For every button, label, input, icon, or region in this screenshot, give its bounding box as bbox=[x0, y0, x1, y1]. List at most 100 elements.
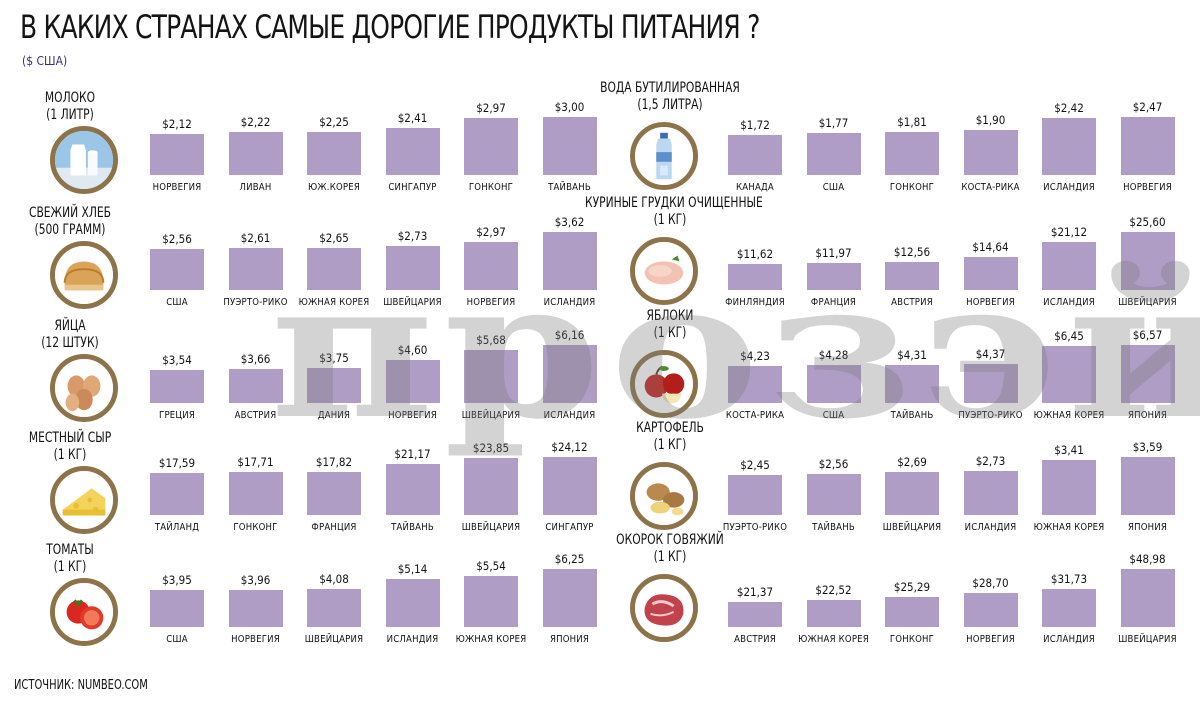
category-label: ГРЕЦИЯ bbox=[159, 410, 195, 421]
product-unit: (12 ШТУК) bbox=[41, 335, 99, 351]
chart-panel: КУРИНЫЕ ГРУДКИ ОЧИЩЕННЫЕ (1 КГ) $11,62 ФИНЛ… bbox=[585, 195, 1200, 313]
product-label: МЕСТНЫЙ СЫР (1 КГ) bbox=[0, 430, 150, 464]
bar-value-label: $2,42 bbox=[1054, 101, 1084, 116]
category-label: ЯПОНИЯ bbox=[1127, 522, 1168, 533]
bar-value-label: $3,00 bbox=[554, 100, 585, 114]
bar bbox=[885, 364, 939, 403]
product-unit: (1,5 ЛИТРА) bbox=[637, 97, 703, 113]
bar-value-label: $2,65 bbox=[319, 230, 349, 245]
bar-value-label: $12,56 bbox=[893, 244, 931, 259]
category-label: ЮЖНАЯ КОРЕЯ bbox=[455, 634, 527, 645]
bar bbox=[228, 132, 283, 175]
category-label: США bbox=[166, 297, 188, 308]
product-name: ОКОРОК ГОВЯЖИЙ bbox=[616, 532, 724, 548]
category-label: НОРВЕГИЯ bbox=[466, 297, 516, 308]
category-label: СИНГАПУР bbox=[545, 522, 594, 533]
bar-value-label: $6,45 bbox=[1054, 329, 1084, 344]
category-label: ФРАНЦИЯ bbox=[311, 522, 357, 533]
bar-value-label: $2,69 bbox=[897, 454, 927, 469]
category-label: АВСТРИЯ bbox=[234, 410, 277, 421]
category-label: ТАЙВАНЬ bbox=[812, 522, 855, 533]
bar bbox=[1042, 589, 1096, 627]
bar bbox=[150, 134, 204, 175]
category-label: ЮЖНАЯ КОРЕЯ bbox=[298, 297, 370, 308]
bar-value-label: $2,22 bbox=[240, 115, 271, 130]
category-label: ШВЕЙЦАРИЯ bbox=[882, 522, 942, 533]
bar bbox=[307, 131, 361, 175]
tomatoes-icon bbox=[50, 578, 118, 646]
category-label: США bbox=[822, 182, 845, 193]
bar bbox=[464, 242, 518, 290]
bar-value-label: $24,12 bbox=[551, 440, 588, 454]
bar bbox=[464, 575, 518, 627]
bar-value-label: $3,75 bbox=[319, 350, 349, 365]
category-label: ГОНКОНГ bbox=[889, 634, 935, 645]
chicken-breast-icon bbox=[630, 237, 698, 305]
bar-value-label: $1,90 bbox=[975, 113, 1006, 128]
bar-value-label: $3,54 bbox=[162, 352, 192, 367]
bar bbox=[1120, 117, 1175, 175]
product-unit: (1 КГ) bbox=[653, 325, 687, 341]
bar-value-label: $3,59 bbox=[1132, 440, 1163, 454]
bar bbox=[885, 132, 939, 175]
category-label: ПУЭРТО-РИКО bbox=[223, 297, 288, 308]
category-label: ЮЖНАЯ КОРЕЯ bbox=[798, 634, 869, 645]
category-label: ИСЛАНДИЯ bbox=[386, 634, 439, 645]
bar bbox=[150, 472, 204, 515]
category-label: ТАЙЛАНД bbox=[154, 522, 200, 533]
bar bbox=[963, 364, 1018, 403]
bar bbox=[728, 601, 782, 627]
page-subtitle: ($ США) bbox=[22, 54, 68, 68]
bar-value-label: $21,17 bbox=[394, 447, 431, 462]
bar bbox=[307, 247, 361, 290]
chart-panel: ТОМАТЫ (1 КГ) $3,95 США $3,96 НОРВЕГИЯ $4,08 ШВ… bbox=[0, 540, 600, 650]
category-label: ЛИВАН bbox=[239, 182, 272, 193]
category-label: ДАНИЯ bbox=[317, 410, 351, 421]
bar bbox=[1042, 118, 1096, 175]
chart-panel: МОЛОКО (1 ЛИТР) $2,12 НОРВЕГИЯ $2,22 ЛИВАН $2,… bbox=[0, 88, 600, 198]
bar-value-label: $2,97 bbox=[476, 225, 506, 240]
bar-value-label: $11,62 bbox=[736, 246, 774, 261]
category-label: НОРВЕГИЯ bbox=[1123, 182, 1172, 193]
source-note: ИСТОЧНИК: NUMBEO.COM bbox=[14, 678, 148, 693]
bar bbox=[1042, 346, 1096, 403]
bar-value-label: $5,54 bbox=[476, 558, 506, 573]
bar-value-label: $31,73 bbox=[1050, 572, 1088, 587]
category-label: ШВЕЙЦАРИЯ bbox=[461, 522, 521, 533]
product-unit: (1 КГ) bbox=[53, 559, 87, 575]
bar bbox=[728, 475, 782, 515]
product-unit: (1 КГ) bbox=[653, 437, 687, 453]
category-label: ЮЖНАЯ КОРЕЯ bbox=[1033, 410, 1105, 421]
category-label: ЯПОНИЯ bbox=[1127, 410, 1168, 421]
chart-panel: ВОДА БУТИЛИРОВАННАЯ (1,5 ЛИТРА) $1,72 КАНАД… bbox=[600, 80, 1200, 198]
category-label: ГОНКОНГ bbox=[468, 182, 514, 193]
bar-value-label: $2,25 bbox=[319, 114, 349, 129]
bar bbox=[542, 232, 597, 290]
bar bbox=[464, 117, 518, 175]
chart-panel: ЯЙЦА (12 ШТУК) $3,54 ГРЕЦИЯ $3,66 АВСТРИЯ $3,7… bbox=[0, 316, 600, 426]
bar bbox=[728, 365, 782, 403]
product-name: КАРТОФЕЛЬ bbox=[636, 420, 704, 436]
category-label: ИСЛАНДИЯ bbox=[1043, 182, 1095, 193]
category-label: ШВЕЙЦАРИЯ bbox=[304, 634, 364, 645]
bar bbox=[228, 590, 283, 627]
bar-value-label: $11,97 bbox=[815, 245, 852, 260]
category-label: ШВЕЙЦАРИЯ bbox=[1118, 634, 1177, 645]
bar-value-label: $5,14 bbox=[397, 562, 428, 577]
bar-value-label: $17,59 bbox=[158, 455, 196, 470]
category-label: ГОНКОНГ bbox=[233, 522, 278, 533]
bar bbox=[307, 472, 361, 515]
bar-value-label: $6,16 bbox=[554, 328, 585, 342]
bar-value-label: $22,52 bbox=[815, 583, 852, 598]
bar bbox=[728, 263, 782, 290]
bar-value-label: $4,60 bbox=[397, 342, 428, 357]
bar-value-label: $3,96 bbox=[240, 573, 271, 588]
bar bbox=[150, 248, 204, 290]
bar bbox=[806, 365, 861, 403]
bar-value-label: $4,08 bbox=[319, 572, 349, 587]
bar bbox=[385, 246, 440, 290]
bar bbox=[542, 345, 597, 403]
bar-value-label: $1,72 bbox=[740, 117, 770, 132]
bar bbox=[385, 464, 440, 515]
bar-value-label: $4,28 bbox=[818, 348, 849, 363]
